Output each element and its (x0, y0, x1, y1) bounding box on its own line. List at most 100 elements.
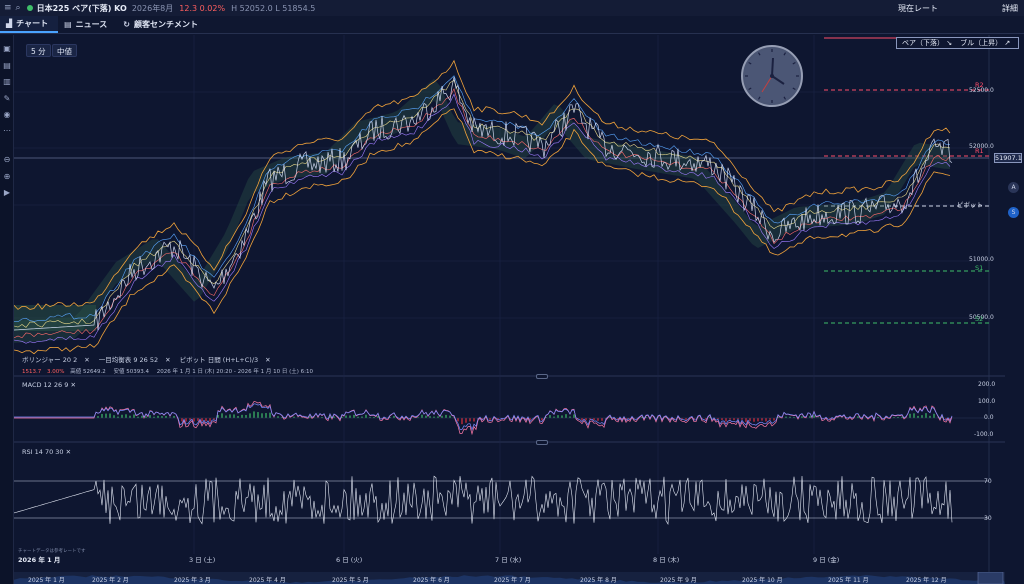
bollinger-bands (14, 59, 951, 355)
timeline-label: 2025 年 12 月 (906, 577, 947, 584)
zoom-out-icon[interactable]: ⊖ (3, 155, 11, 164)
pivot-legend[interactable]: ピボット 日間 (H+L+C)/3 (179, 356, 259, 364)
close-icon[interactable]: ✕ (70, 381, 76, 389)
rsi-label-text[interactable]: RSI 14 70 30 (22, 448, 64, 456)
ichimoku-legend[interactable]: 一目均衡表 9 26 52 (98, 356, 159, 364)
range-stats: 1513.7 3.00% 高値 52649.2 安値 50393.4 2026 … (22, 367, 319, 375)
timeline-label: 2025 年 4 月 (249, 577, 286, 584)
indicator-icon[interactable]: ▥ (3, 77, 11, 86)
range-pct: 3.00% (47, 369, 65, 375)
pane-resize-handle[interactable] (536, 440, 548, 445)
close-icon[interactable]: ✕ (165, 356, 171, 364)
current-price-tag: 51907.1 (994, 153, 1022, 163)
macd-y-tick: -100.0 (974, 431, 994, 438)
tool-rail: ▣ ▤ ▥ ✎ ◉ ⋯ ⊖ ⊕ ▶ (0, 35, 14, 584)
bull-button[interactable]: ブル（上昇） ↗ (960, 39, 1011, 47)
price-line (14, 76, 953, 331)
trade-buttons: ベア（下落） ↘ ブル（上昇） ↗ (896, 37, 1019, 49)
market-status-dot (26, 5, 33, 11)
chart-icon: ▟ (6, 19, 13, 28)
translate-icon[interactable]: A (1008, 182, 1019, 193)
close-icon[interactable]: ✕ (84, 356, 90, 364)
timeline-navigator[interactable] (14, 572, 1005, 584)
rsi-label: RSI 14 70 30 ✕ (22, 448, 71, 456)
current-rate-label[interactable]: 現在レート (898, 3, 938, 13)
play-icon[interactable]: ▶ (3, 188, 11, 197)
clock-tick (748, 87, 752, 91)
symbol-title[interactable]: 日本225 ベア(下落) KO (36, 3, 127, 13)
macd-y-tick: 0.0 (984, 414, 994, 421)
level-r1: R1 (975, 147, 984, 155)
chart-type-icon[interactable]: ▣ (3, 44, 11, 53)
top-bar: ≡ ⌕ 日本225 ベア(下落) KO 2026年8月 12.3 0.02% H… (0, 0, 1024, 16)
search-icon[interactable]: ⌕ (15, 3, 21, 13)
interval-selector[interactable]: 5 分 (26, 44, 51, 57)
bollinger-lower (14, 108, 951, 355)
detail-button[interactable]: 詳細 (1002, 3, 1018, 13)
close-icon[interactable]: ✕ (65, 448, 72, 456)
range-low: 安値 50393.4 (113, 369, 149, 375)
rsi-y-tick: 30 (984, 515, 992, 522)
clock-tick (792, 61, 796, 65)
template-icon[interactable]: ▤ (3, 61, 11, 70)
timeline-label: 2025 年 3 月 (174, 577, 211, 584)
news-icon: ▤ (64, 20, 72, 29)
kijun-line (14, 75, 951, 323)
tab-chart[interactable]: ▟ チャート (0, 16, 59, 33)
y-tick: 52000.0 (969, 143, 994, 150)
clock-tick (792, 87, 796, 91)
close-icon[interactable]: ✕ (265, 356, 271, 364)
tab-sentiment-label: 顧客センチメント (133, 20, 198, 29)
price-change: 12.3 0.02% (179, 3, 226, 13)
y-tick: 52500.0 (969, 87, 994, 94)
pane-resize-handle[interactable] (536, 374, 548, 379)
clock-tick (748, 61, 752, 65)
draw-icon[interactable]: ✎ (3, 94, 11, 103)
macd-label-text[interactable]: MACD 12 26 9 (22, 381, 69, 389)
rsi-line (14, 475, 953, 525)
timeline-label: 2025 年 2 月 (92, 577, 129, 584)
bollinger-upper (14, 59, 951, 310)
timeline-label: 2025 年 10 月 (742, 577, 783, 584)
x-tick: 3 日 (土) (189, 556, 216, 564)
chart-grid (14, 35, 1005, 572)
data-note: チャートデータは参考レートです (18, 549, 86, 554)
x-tick: 7 日 (水) (495, 556, 522, 564)
y-tick: 50500.0 (969, 314, 994, 321)
sync-icon[interactable]: S (1008, 207, 1019, 218)
x-tick: 8 日 (木) (653, 556, 680, 564)
tab-news[interactable]: ▤ ニュース (58, 16, 117, 33)
macd-pane (14, 401, 989, 436)
bear-button[interactable]: ベア（下落） ↘ (902, 39, 953, 47)
clock-tick (757, 96, 761, 100)
hamburger-icon[interactable]: ≡ (4, 3, 12, 13)
bollinger-mid (14, 79, 951, 328)
rsi-pane (14, 475, 989, 525)
clock-widget (741, 45, 803, 107)
timeline-label: 2025 年 7 月 (494, 577, 531, 584)
tab-bar: ▟ チャート ▤ ニュース ↻ 顧客センチメント (0, 16, 1024, 34)
level-s2: S2 (975, 315, 984, 323)
more-icon[interactable]: ⋯ (3, 126, 11, 135)
zoom-in-icon[interactable]: ⊕ (3, 172, 11, 181)
macd-y-tick: 200.0 (978, 381, 996, 388)
timeline-label: 2025 年 9 月 (660, 577, 697, 584)
clock-tick (757, 52, 761, 56)
macd-label: MACD 12 26 9 ✕ (22, 381, 76, 389)
tab-sentiment[interactable]: ↻ 顧客センチメント (117, 16, 208, 33)
range-dates: 2026 年 1 月 1 日 (木) 20:20 - 2026 年 1 月 10… (156, 369, 313, 375)
tab-chart-label: チャート (16, 19, 49, 28)
timeline-label: 2025 年 8 月 (580, 577, 617, 584)
price-series (14, 76, 953, 331)
indicator-legend: ボリンジャー 20 2 ✕ 一目均衡表 9 26 52 ✕ ピボット 日間 (H+L… (22, 354, 278, 364)
bollinger-legend[interactable]: ボリンジャー 20 2 (22, 356, 78, 364)
tab-news-label: ニュース (75, 20, 108, 29)
macd-signal-line (14, 403, 953, 431)
pivot-levels (14, 37, 989, 324)
chart-canvas[interactable] (14, 35, 1005, 572)
timeline-area (14, 572, 1005, 584)
eye-icon[interactable]: ◉ (3, 110, 11, 119)
tenkan-line (14, 88, 951, 339)
price-type-selector[interactable]: 中値 (52, 44, 77, 57)
